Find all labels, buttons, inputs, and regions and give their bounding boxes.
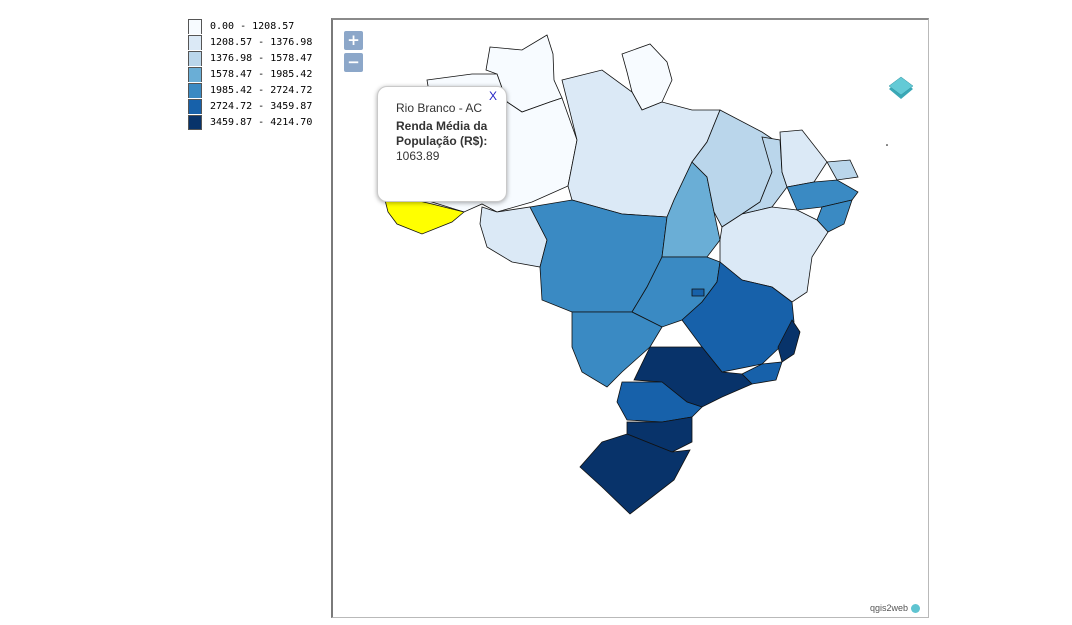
region-ms[interactable] — [571, 311, 663, 388]
legend-item: 1208.57 - 1376.98 — [188, 34, 312, 50]
legend-item: 2724.72 - 3459.87 — [188, 98, 312, 114]
region-rn[interactable] — [826, 159, 859, 181]
legend-item: 1985.42 - 2724.72 — [188, 82, 312, 98]
region-es[interactable] — [777, 319, 801, 363]
legend-item: 1376.98 - 1578.47 — [188, 50, 312, 66]
zoom-out-button[interactable]: − — [344, 53, 363, 72]
legend-label: 1985.42 - 2724.72 — [210, 84, 313, 96]
legend-swatch — [188, 50, 202, 66]
map-point — [886, 144, 888, 146]
popup-field-value: 1063.89 — [396, 149, 440, 163]
legend-swatch — [188, 18, 202, 34]
legend-label: 3459.87 - 4214.70 — [210, 116, 313, 128]
legend-swatch — [188, 34, 202, 50]
region-df[interactable] — [691, 288, 705, 297]
legend-label: 0.00 - 1208.57 — [210, 20, 295, 32]
popup-title: Rio Branco - AC — [396, 101, 483, 115]
popup-field-label: Renda Média da População (R$): — [396, 119, 488, 148]
legend-label: 2724.72 - 3459.87 — [210, 100, 313, 112]
map-viewport[interactable]: + − X Rio Branco - AC Renda Média da Pop… — [331, 18, 929, 618]
attribution[interactable]: qgis2web — [870, 603, 920, 613]
legend-label: 1376.98 - 1578.47 — [210, 52, 313, 64]
layers-icon[interactable] — [887, 75, 915, 103]
legend-item: 3459.87 - 4214.70 — [188, 114, 312, 130]
zoom-control: + − — [344, 31, 363, 72]
feature-popup: X Rio Branco - AC Renda Média da Populaç… — [377, 86, 507, 202]
legend-item: 0.00 - 1208.57 — [188, 18, 312, 34]
legend-swatch — [188, 98, 202, 114]
legend-label: 1578.47 - 1985.42 — [210, 68, 313, 80]
region-al[interactable] — [816, 199, 853, 233]
qgis2web-logo-icon — [911, 603, 920, 613]
popup-close-button[interactable]: X — [488, 89, 497, 103]
legend-swatch — [188, 114, 202, 130]
legend-swatch — [188, 82, 202, 98]
legend-swatch — [188, 66, 202, 82]
zoom-in-button[interactable]: + — [344, 31, 363, 50]
map-legend: 0.00 - 1208.57 1208.57 - 1376.98 1376.98 -… — [188, 18, 312, 130]
legend-item: 1578.47 - 1985.42 — [188, 66, 312, 82]
region-ce[interactable] — [779, 129, 828, 188]
attribution-text[interactable]: qgis2web — [869, 603, 908, 613]
region-rs[interactable] — [579, 433, 691, 515]
legend-label: 1208.57 - 1376.98 — [210, 36, 313, 48]
